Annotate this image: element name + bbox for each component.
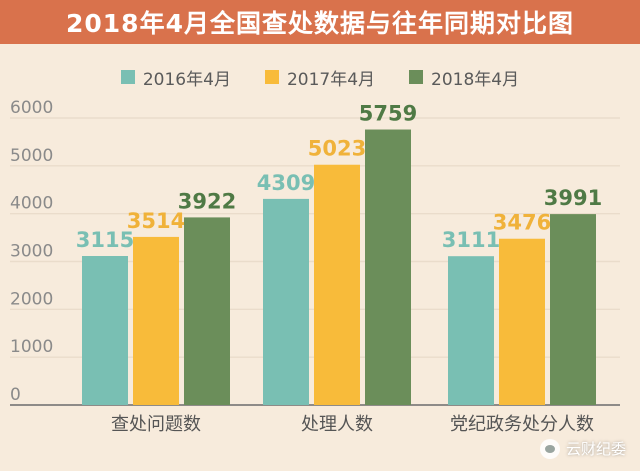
x-tick-label: 查处问题数 xyxy=(111,414,201,435)
y-tick-label: 6000 xyxy=(10,98,53,118)
legend-swatch-2017 xyxy=(264,70,279,84)
y-tick-label: 0 xyxy=(10,385,21,405)
legend-label-2018: 2018年4月 xyxy=(431,69,520,90)
data-label: 3476 xyxy=(493,211,551,235)
data-label: 3115 xyxy=(76,228,134,252)
bar xyxy=(314,164,360,405)
legend-swatch-2018 xyxy=(409,70,424,84)
x-tick-label: 处理人数 xyxy=(301,414,373,435)
x-tick-label: 党纪政务处分人数 xyxy=(450,414,594,435)
bar xyxy=(82,255,128,405)
watermark: 云财纪委 xyxy=(539,438,626,459)
legend-label-2016: 2016年4月 xyxy=(142,69,231,90)
legend-item-2018: 2018年4月 xyxy=(409,65,519,90)
bar xyxy=(448,256,494,405)
y-tick-label: 3000 xyxy=(10,242,53,262)
y-tick-label: 4000 xyxy=(10,194,53,214)
legend: 2016年4月 2017年4月 2018年4月 xyxy=(0,64,640,90)
chart-title: 2018年4月全国查处数据与往年同期对比图 xyxy=(66,9,574,38)
data-label: 5023 xyxy=(308,137,366,161)
data-label: 3922 xyxy=(178,189,236,213)
bar xyxy=(263,198,309,405)
bar xyxy=(133,236,179,405)
watermark-text: 云财纪委 xyxy=(565,440,626,458)
data-label: 3514 xyxy=(127,209,185,233)
legend-swatch-2016 xyxy=(120,70,135,84)
y-tick-label: 2000 xyxy=(10,289,53,309)
bar xyxy=(365,129,411,405)
legend-item-2016: 2016年4月 xyxy=(120,65,231,90)
y-tick-label: 1000 xyxy=(10,337,53,357)
bar xyxy=(184,217,230,405)
title-bar: 2018年4月全国查处数据与往年同期对比图 xyxy=(0,0,640,44)
data-label: 3991 xyxy=(544,186,602,210)
y-tick-label: 5000 xyxy=(10,146,53,166)
legend-label-2017: 2017年4月 xyxy=(286,69,376,90)
data-label: 3111 xyxy=(442,228,500,252)
wechat-icon xyxy=(539,438,560,459)
bar xyxy=(499,238,545,405)
data-label: 4309 xyxy=(257,171,315,195)
bar xyxy=(550,214,596,405)
legend-item-2017: 2017年4月 xyxy=(264,65,376,90)
data-label: 5759 xyxy=(359,102,417,126)
